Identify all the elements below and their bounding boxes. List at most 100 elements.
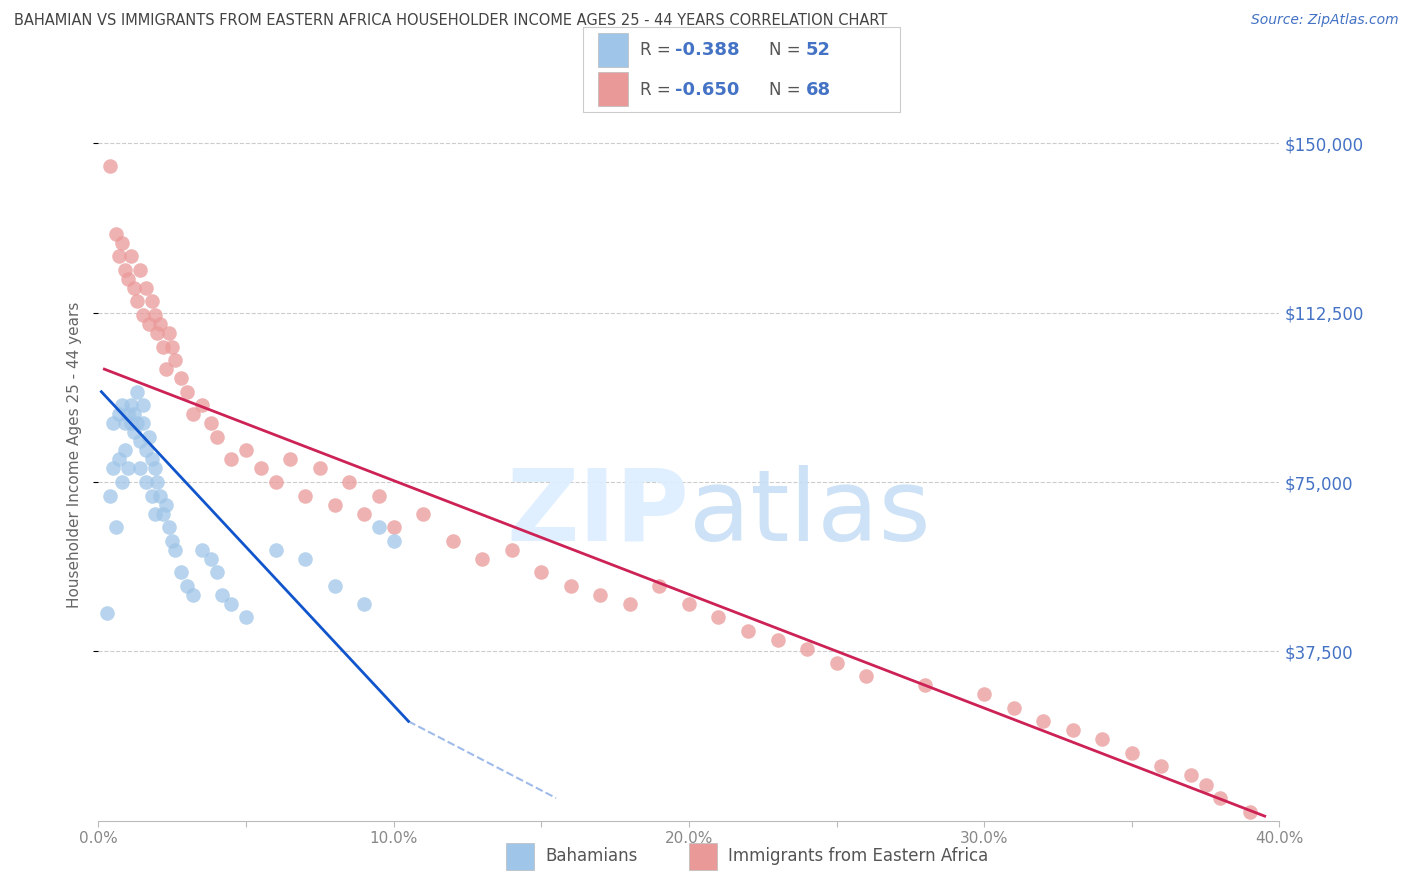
Point — [103, 417, 125, 431]
Point — [353, 507, 375, 521]
Point — [1195, 778, 1218, 792]
Point — [441, 533, 464, 548]
Point — [108, 249, 131, 263]
Point — [181, 407, 204, 421]
Point — [162, 340, 183, 354]
Text: -0.388: -0.388 — [675, 42, 740, 60]
Point — [368, 489, 391, 503]
Point — [707, 610, 730, 624]
Point — [973, 687, 995, 701]
Point — [191, 542, 214, 557]
Point — [368, 520, 391, 534]
Point — [501, 542, 523, 557]
Point — [111, 398, 134, 412]
Point — [120, 417, 142, 431]
Point — [205, 566, 228, 580]
Point — [157, 326, 180, 340]
Point — [120, 249, 142, 263]
Point — [471, 551, 494, 566]
Point — [294, 551, 316, 566]
Point — [205, 430, 228, 444]
Point — [146, 475, 169, 489]
Text: R =: R = — [640, 81, 676, 99]
Text: Source: ZipAtlas.com: Source: ZipAtlas.com — [1251, 13, 1399, 28]
Point — [619, 597, 641, 611]
Point — [766, 633, 789, 648]
Point — [737, 624, 759, 638]
Text: BAHAMIAN VS IMMIGRANTS FROM EASTERN AFRICA HOUSEHOLDER INCOME AGES 25 - 44 YEARS: BAHAMIAN VS IMMIGRANTS FROM EASTERN AFRI… — [14, 13, 887, 29]
Point — [589, 588, 612, 602]
Point — [1239, 805, 1261, 819]
Point — [170, 371, 193, 385]
Point — [1209, 791, 1232, 805]
Point — [796, 642, 818, 657]
Point — [138, 317, 160, 331]
Point — [105, 520, 128, 534]
Point — [264, 475, 287, 489]
Point — [165, 542, 187, 557]
Text: Bahamians: Bahamians — [546, 847, 638, 865]
Point — [128, 434, 150, 449]
Point — [176, 579, 198, 593]
Point — [235, 610, 257, 624]
Point — [323, 579, 346, 593]
Point — [117, 272, 139, 286]
Point — [250, 461, 273, 475]
Point — [200, 551, 222, 566]
Point — [120, 398, 142, 412]
Point — [96, 606, 118, 620]
Point — [108, 407, 131, 421]
Point — [560, 579, 582, 593]
Point — [125, 417, 148, 431]
Point — [200, 417, 222, 431]
Point — [141, 294, 163, 309]
Point — [294, 489, 316, 503]
Point — [648, 579, 671, 593]
Point — [339, 475, 360, 489]
Point — [1150, 759, 1173, 773]
Point — [1091, 732, 1114, 747]
Point — [264, 542, 287, 557]
Point — [105, 227, 128, 241]
Point — [122, 425, 145, 440]
Point — [914, 678, 936, 692]
Point — [117, 407, 139, 421]
Point — [135, 475, 157, 489]
Point — [1002, 700, 1025, 714]
Point — [132, 308, 155, 322]
Point — [1062, 723, 1084, 738]
Point — [235, 443, 257, 458]
Text: ZIP: ZIP — [506, 465, 689, 562]
Point — [135, 443, 157, 458]
Point — [1032, 714, 1054, 729]
Text: N =: N = — [769, 81, 806, 99]
Point — [1180, 768, 1202, 782]
Point — [149, 317, 172, 331]
Point — [128, 262, 150, 277]
Point — [152, 507, 174, 521]
Point — [143, 507, 166, 521]
Point — [181, 588, 204, 602]
Point — [125, 384, 148, 399]
Point — [165, 353, 187, 368]
Point — [114, 417, 136, 431]
Text: 68: 68 — [806, 81, 831, 99]
Point — [114, 262, 136, 277]
Point — [111, 235, 134, 250]
Point — [323, 498, 346, 512]
Point — [132, 398, 155, 412]
Point — [103, 461, 125, 475]
Point — [211, 588, 233, 602]
Point — [111, 475, 134, 489]
Point — [138, 430, 160, 444]
Text: R =: R = — [640, 42, 676, 60]
Point — [382, 533, 405, 548]
Point — [143, 308, 166, 322]
Point — [117, 461, 139, 475]
Point — [170, 566, 193, 580]
Point — [353, 597, 375, 611]
Point — [157, 520, 180, 534]
Point — [128, 461, 150, 475]
Point — [125, 294, 148, 309]
Point — [155, 498, 177, 512]
